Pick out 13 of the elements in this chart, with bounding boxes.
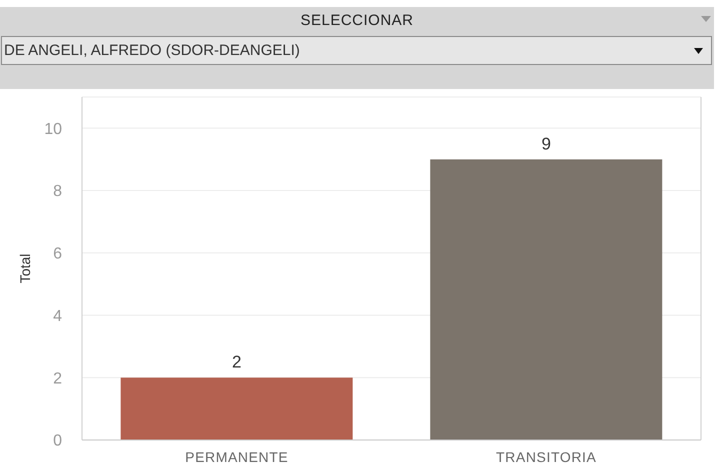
y-tick-label: 6 <box>53 246 62 263</box>
y-tick-label: 2 <box>53 370 62 388</box>
data-label: 9 <box>541 134 551 154</box>
y-tick-label: 4 <box>53 308 62 325</box>
y-tick-label: 0 <box>53 432 62 450</box>
y-tick-label: 10 <box>44 120 62 138</box>
chart-subtitle: DE ANGELI, ALFREDO (SDOR-DEANGELI) <box>4 42 300 59</box>
chart-title: SELECCIONAR <box>300 12 414 29</box>
y-axis-title: Total <box>17 254 33 284</box>
x-tick-label: PERMANENTE <box>185 448 288 465</box>
data-label: 2 <box>232 352 242 372</box>
x-tick-label: TRANSITORIA <box>496 448 597 465</box>
y-tick-label: 8 <box>53 183 62 200</box>
